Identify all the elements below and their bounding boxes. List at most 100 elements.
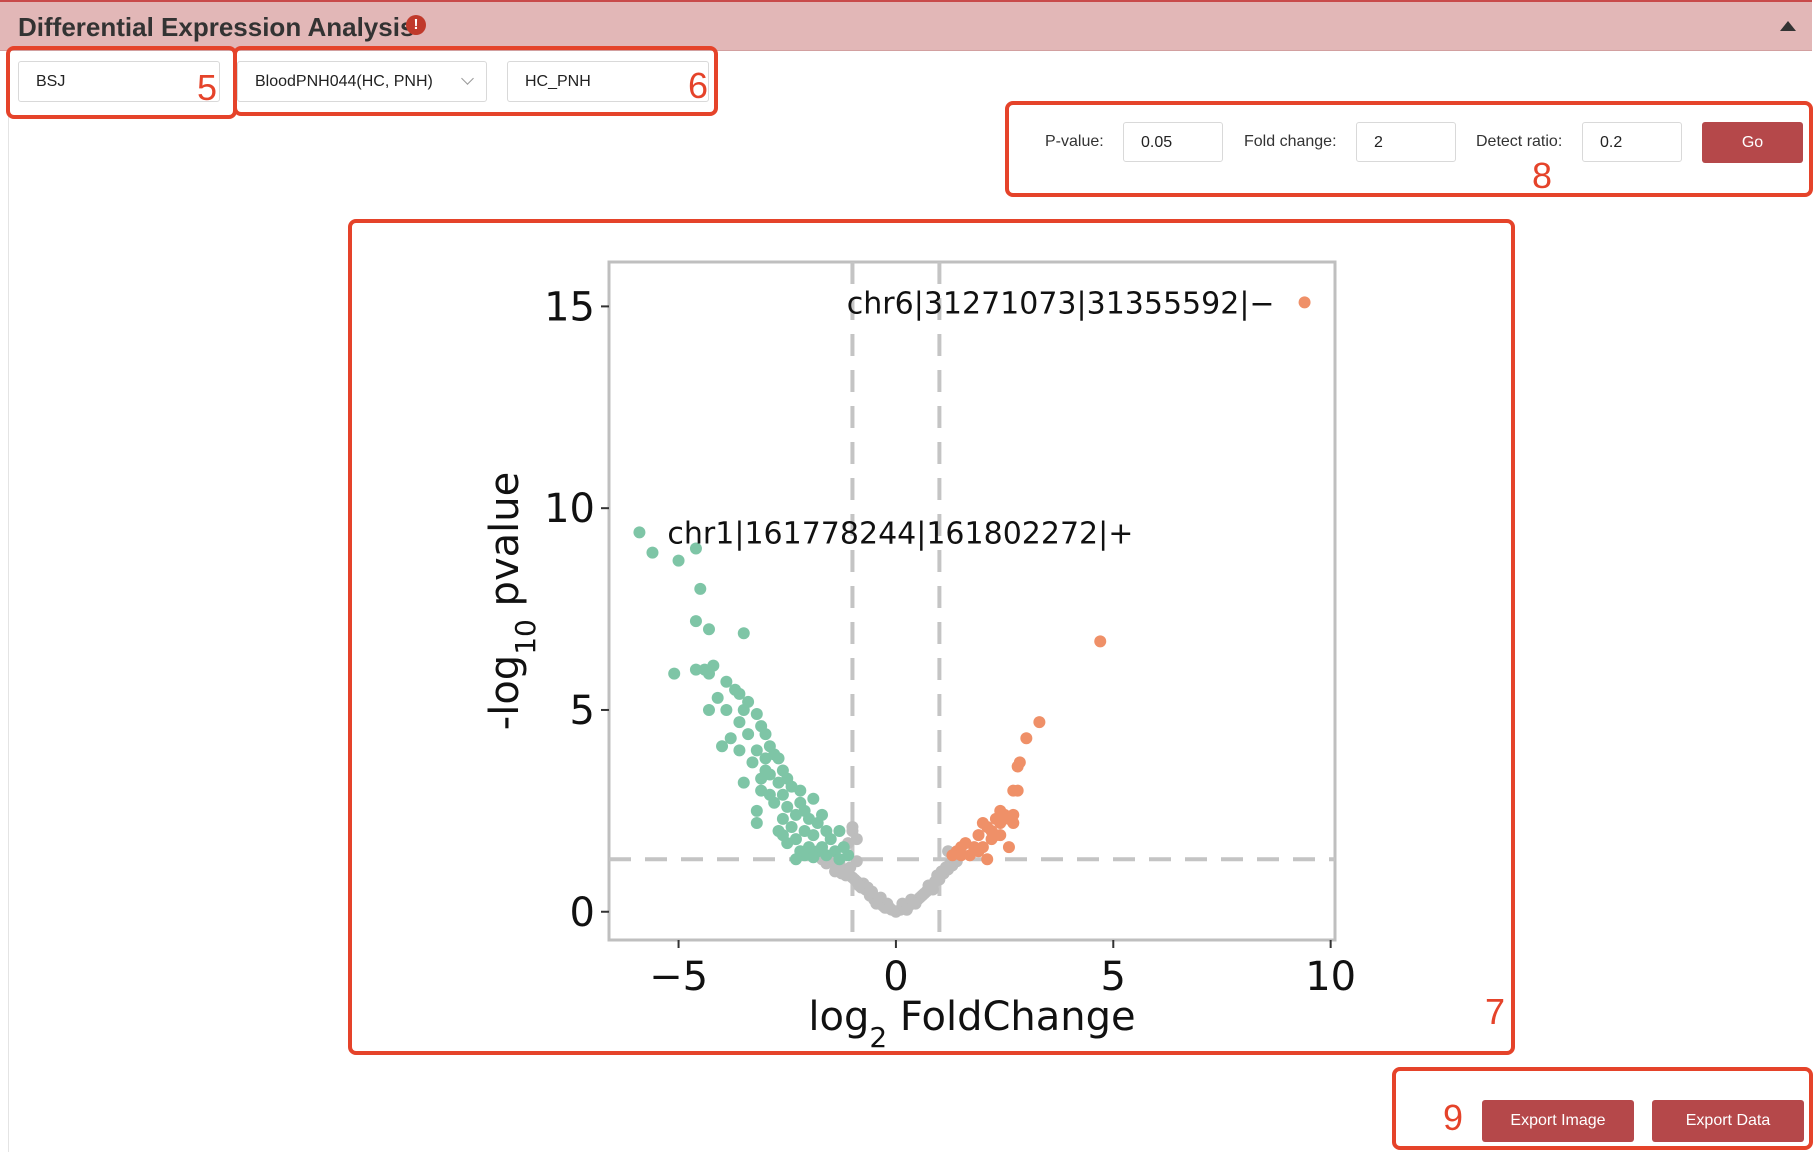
annotation-box-8 bbox=[1005, 101, 1813, 197]
detect-ratio-input[interactable]: 0.2 bbox=[1582, 122, 1682, 162]
point-down bbox=[689, 615, 702, 628]
pvalue-input[interactable]: 0.05 bbox=[1123, 122, 1223, 162]
annotation-box-7 bbox=[348, 219, 1515, 1055]
point-up bbox=[1020, 732, 1033, 745]
comparison-select[interactable]: HC_PNH bbox=[507, 61, 709, 102]
point-up bbox=[1013, 756, 1026, 769]
point-down bbox=[702, 667, 715, 680]
section-title: Differential Expression Analysis bbox=[18, 12, 415, 42]
x-tick-label: 0 bbox=[883, 954, 908, 1000]
point-down bbox=[759, 728, 772, 741]
point-down bbox=[750, 744, 763, 757]
x-tick-label: 10 bbox=[1305, 954, 1356, 1000]
type-select[interactable]: BSJ bbox=[18, 61, 220, 102]
point-down bbox=[742, 695, 755, 708]
point-down bbox=[746, 756, 759, 769]
point-ns bbox=[883, 901, 896, 914]
point-up bbox=[1094, 635, 1107, 648]
annotation-number-9: 9 bbox=[1443, 1097, 1464, 1138]
comparison-select-value: HC_PNH bbox=[525, 73, 591, 90]
point-down bbox=[646, 546, 659, 559]
page-left-border bbox=[8, 50, 9, 1152]
point-down bbox=[776, 829, 789, 842]
detect-ratio-input-value: 0.2 bbox=[1600, 134, 1623, 151]
y-tick-label: 15 bbox=[544, 284, 595, 330]
y-tick-label: 0 bbox=[570, 890, 595, 936]
x-tick-label: 5 bbox=[1101, 954, 1126, 1000]
point-up bbox=[959, 837, 972, 850]
info-icon[interactable]: ! bbox=[406, 15, 426, 35]
point-up bbox=[981, 821, 994, 833]
point-down bbox=[755, 784, 768, 797]
point-up bbox=[972, 829, 985, 842]
point-up bbox=[1298, 296, 1311, 309]
go-button[interactable]: Go bbox=[1702, 122, 1803, 163]
point-ns bbox=[852, 879, 865, 892]
point-up bbox=[1007, 816, 1020, 829]
point-down bbox=[737, 776, 750, 789]
annotation-box-9 bbox=[1392, 1067, 1813, 1150]
point-down bbox=[724, 732, 737, 745]
y-tick-label: 10 bbox=[544, 486, 595, 532]
point-down bbox=[737, 627, 750, 640]
point-down bbox=[820, 849, 833, 862]
point-down bbox=[807, 792, 820, 805]
point-down bbox=[768, 796, 781, 809]
point-down bbox=[702, 623, 715, 636]
dataset-select-value: BloodPNH044(HC, PNH) bbox=[255, 73, 433, 90]
annotation-box-6 bbox=[233, 46, 718, 116]
point-up bbox=[1011, 784, 1024, 797]
point-down bbox=[772, 752, 785, 765]
dataset-select[interactable]: BloodPNH044(HC, PNH) bbox=[237, 61, 487, 102]
annotation-number-6: 6 bbox=[688, 65, 709, 106]
point-up bbox=[955, 849, 968, 862]
point-ns bbox=[839, 869, 852, 882]
foldchange-input[interactable]: 2 bbox=[1356, 122, 1456, 162]
point-down bbox=[668, 667, 681, 680]
section-header[interactable]: Differential Expression Analysis ! bbox=[0, 0, 1812, 51]
point-down bbox=[794, 784, 807, 797]
point-down bbox=[694, 582, 707, 595]
point-up bbox=[1033, 716, 1046, 729]
point-down bbox=[816, 808, 829, 821]
foldchange-input-value: 2 bbox=[1374, 134, 1383, 151]
point-down bbox=[776, 812, 789, 825]
point-down bbox=[742, 728, 755, 741]
point-up bbox=[994, 816, 1007, 829]
detect-ratio-label: Detect ratio: bbox=[1476, 133, 1563, 150]
point-down bbox=[824, 833, 837, 846]
point-down bbox=[720, 703, 733, 716]
point-down bbox=[785, 821, 798, 833]
collapse-caret-icon[interactable] bbox=[1780, 21, 1796, 31]
point-down bbox=[833, 853, 846, 866]
annotation-number-7: 7 bbox=[1485, 991, 1506, 1032]
point-ns bbox=[909, 897, 922, 910]
pvalue-label: P-value: bbox=[1045, 133, 1104, 150]
point-down bbox=[750, 816, 763, 829]
point-label: chr1|161778244|161802272|+ bbox=[667, 516, 1133, 551]
point-label: chr6|31271073|31355592|− bbox=[847, 286, 1275, 321]
x-tick-label: −5 bbox=[649, 954, 708, 1000]
point-down bbox=[750, 708, 763, 720]
point-down bbox=[720, 675, 733, 688]
point-ns bbox=[926, 883, 939, 896]
point-down bbox=[689, 663, 702, 676]
foldchange-label: Fold change: bbox=[1244, 133, 1337, 150]
point-up bbox=[972, 845, 985, 858]
point-down bbox=[733, 687, 746, 700]
point-down bbox=[733, 744, 746, 757]
point-up bbox=[1002, 841, 1015, 854]
point-down bbox=[807, 829, 820, 842]
export-image-button[interactable]: Export Image bbox=[1482, 1100, 1634, 1142]
point-ns bbox=[850, 855, 863, 868]
point-up bbox=[989, 829, 1002, 842]
point-down bbox=[807, 851, 820, 864]
point-down bbox=[776, 788, 789, 801]
export-data-button[interactable]: Export Data bbox=[1652, 1100, 1804, 1142]
point-down bbox=[711, 691, 724, 704]
point-up bbox=[981, 853, 994, 866]
point-down bbox=[798, 804, 811, 817]
point-down bbox=[633, 526, 646, 539]
point-down bbox=[781, 772, 794, 785]
